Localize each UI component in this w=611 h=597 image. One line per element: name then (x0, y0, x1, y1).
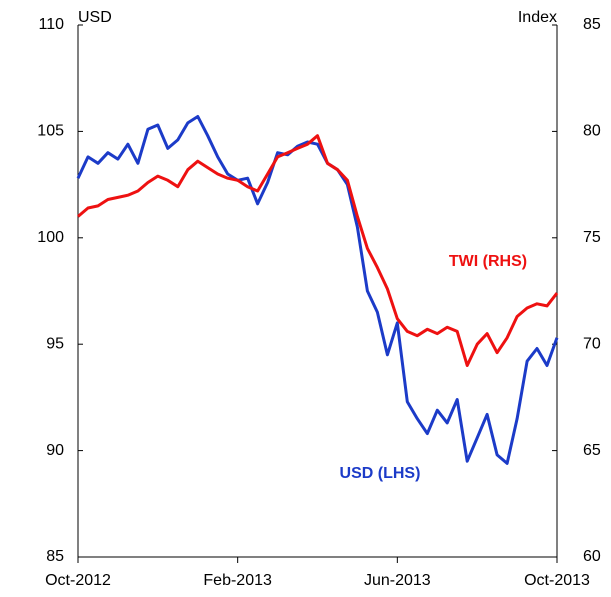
y-tick-label: 90 (46, 442, 64, 459)
y-tick-label: 85 (46, 548, 64, 565)
x-tick-label: Oct-2012 (45, 572, 111, 589)
x-tick-label: Jun-2013 (364, 572, 431, 589)
y2-tick-label: 80 (583, 123, 601, 140)
x-tick-label: Oct-2013 (524, 572, 590, 589)
x-tick-label: Feb-2013 (203, 572, 272, 589)
series-label: TWI (RHS) (449, 253, 527, 270)
y-axis-label: USD (78, 9, 112, 26)
y-tick-label: 100 (37, 229, 64, 246)
y2-tick-label: 65 (583, 442, 601, 459)
y2-tick-label: 60 (583, 548, 601, 565)
series-line (76, 115, 559, 465)
y-tick-label: 110 (38, 16, 64, 33)
y2-tick-label: 85 (583, 16, 601, 33)
y-tick-label: 105 (37, 123, 64, 140)
y-tick-label: 95 (46, 335, 64, 352)
series-label: USD (LHS) (340, 465, 421, 482)
y2-axis-label: Index (518, 9, 557, 26)
series-line (77, 134, 559, 367)
y2-tick-label: 70 (583, 335, 601, 352)
y2-tick-label: 75 (583, 229, 601, 246)
